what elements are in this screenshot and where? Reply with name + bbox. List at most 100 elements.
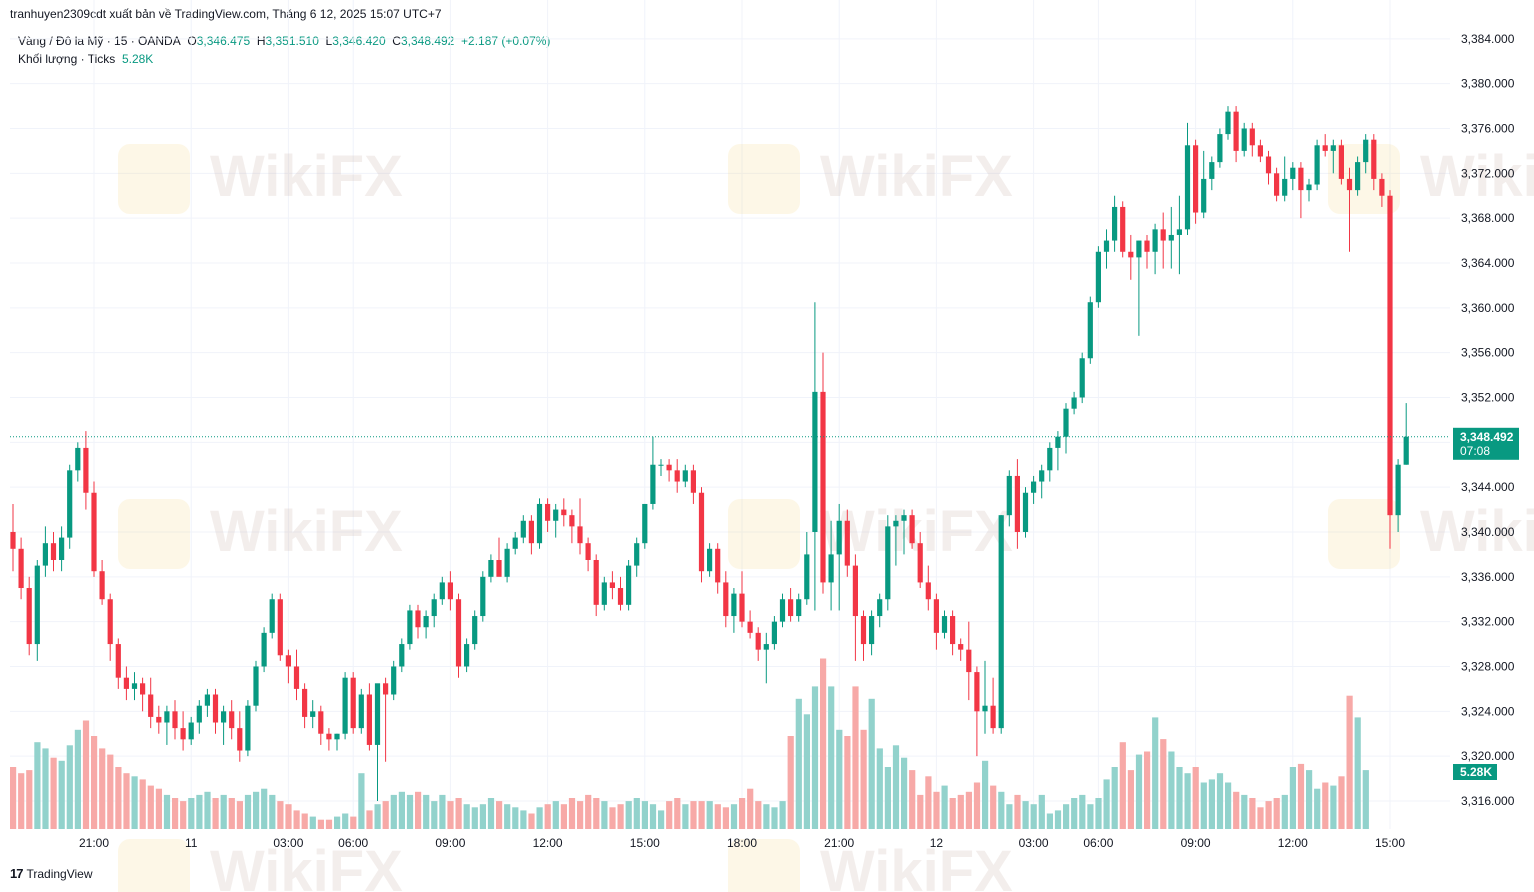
candle-body[interactable] bbox=[148, 694, 154, 717]
candle-body[interactable] bbox=[431, 599, 437, 617]
candle-body[interactable] bbox=[577, 526, 583, 544]
tradingview-logo-icon[interactable]: 17 bbox=[10, 866, 24, 881]
candle-body[interactable] bbox=[528, 520, 534, 544]
candle-body[interactable] bbox=[569, 515, 575, 527]
candle-body[interactable] bbox=[399, 644, 405, 667]
candle-body[interactable] bbox=[1201, 178, 1207, 213]
candle-body[interactable] bbox=[1371, 139, 1377, 179]
candle-body[interactable] bbox=[1168, 234, 1174, 241]
candle-body[interactable] bbox=[1314, 145, 1320, 185]
candle-body[interactable] bbox=[512, 537, 518, 549]
candle-body[interactable] bbox=[26, 588, 32, 645]
candle-body[interactable] bbox=[1014, 475, 1020, 532]
candle-body[interactable] bbox=[1298, 167, 1304, 191]
candle-body[interactable] bbox=[682, 470, 688, 482]
candle-body[interactable] bbox=[67, 470, 73, 538]
symbol-label[interactable]: Vàng / Đô la Mỹ · 15 · OANDA bbox=[18, 34, 181, 48]
candle-body[interactable] bbox=[1120, 206, 1126, 252]
candle-body[interactable] bbox=[553, 509, 559, 521]
candle-body[interactable] bbox=[447, 582, 453, 600]
candle-body[interactable] bbox=[909, 515, 915, 544]
candle-body[interactable] bbox=[1225, 111, 1231, 135]
candle-body[interactable] bbox=[820, 391, 826, 583]
candle-body[interactable] bbox=[439, 582, 445, 600]
candle-body[interactable] bbox=[593, 560, 599, 605]
candle-body[interactable] bbox=[407, 610, 413, 645]
candle-body[interactable] bbox=[1047, 447, 1053, 471]
candle-body[interactable] bbox=[464, 644, 470, 667]
candle-body[interactable] bbox=[277, 599, 283, 656]
candle-body[interactable] bbox=[1136, 240, 1142, 258]
candle-body[interactable] bbox=[666, 464, 672, 471]
candle-body[interactable] bbox=[342, 677, 348, 734]
candle-body[interactable] bbox=[1006, 475, 1012, 516]
candle-body[interactable] bbox=[1209, 162, 1215, 179]
candle-body[interactable] bbox=[1338, 145, 1344, 179]
candle-body[interactable] bbox=[415, 610, 421, 628]
candle-body[interactable] bbox=[212, 694, 219, 723]
candle-body[interactable] bbox=[237, 728, 243, 751]
candle-body[interactable] bbox=[731, 593, 737, 617]
candle-body[interactable] bbox=[642, 503, 648, 544]
candle-body[interactable] bbox=[1095, 251, 1101, 303]
candle-body[interactable] bbox=[869, 616, 875, 645]
candle-body[interactable] bbox=[1055, 436, 1061, 448]
candle-body[interactable] bbox=[1233, 111, 1239, 151]
candle-body[interactable] bbox=[204, 694, 210, 706]
volume-label[interactable]: Khối lượng · Ticks bbox=[18, 52, 116, 66]
candle-body[interactable] bbox=[318, 711, 324, 734]
candle-body[interactable] bbox=[601, 582, 607, 605]
candle-body[interactable] bbox=[950, 616, 956, 645]
candle-body[interactable] bbox=[75, 447, 81, 471]
candle-body[interactable] bbox=[374, 683, 381, 745]
candle-body[interactable] bbox=[156, 716, 162, 723]
candle-body[interactable] bbox=[1184, 145, 1191, 230]
candle-body[interactable] bbox=[1387, 195, 1393, 516]
candle-body[interactable] bbox=[1176, 229, 1182, 235]
candle-body[interactable] bbox=[747, 621, 753, 633]
candle-body[interactable] bbox=[1346, 178, 1353, 191]
candle-body[interactable] bbox=[1379, 178, 1385, 196]
candle-body[interactable] bbox=[188, 722, 194, 740]
candle-body[interactable] bbox=[755, 632, 761, 650]
candle-body[interactable] bbox=[1039, 470, 1045, 482]
candle-body[interactable] bbox=[504, 548, 510, 577]
candle-body[interactable] bbox=[812, 391, 818, 532]
candle-body[interactable] bbox=[34, 565, 40, 645]
candle-body[interactable] bbox=[796, 599, 802, 617]
candle-body[interactable] bbox=[1306, 184, 1312, 191]
candle-body[interactable] bbox=[391, 666, 397, 695]
candle-body[interactable] bbox=[626, 565, 632, 605]
candle-body[interactable] bbox=[852, 565, 858, 617]
candle-body[interactable] bbox=[1152, 229, 1158, 252]
candle-body[interactable] bbox=[974, 672, 980, 712]
candle-body[interactable] bbox=[180, 728, 186, 740]
candle-body[interactable] bbox=[990, 705, 996, 729]
candle-body[interactable] bbox=[1363, 139, 1369, 163]
candle-body[interactable] bbox=[1249, 128, 1255, 146]
candle-body[interactable] bbox=[261, 632, 267, 667]
candle-body[interactable] bbox=[172, 711, 178, 729]
candle-body[interactable] bbox=[545, 503, 551, 521]
candle-body[interactable] bbox=[1395, 464, 1401, 516]
candle-body[interactable] bbox=[917, 543, 923, 583]
candle-body[interactable] bbox=[480, 576, 486, 617]
candle-body[interactable] bbox=[650, 464, 656, 504]
candle-body[interactable] bbox=[609, 582, 615, 589]
candle-body[interactable] bbox=[877, 599, 883, 617]
candle-body[interactable] bbox=[804, 554, 810, 600]
candle-body[interactable] bbox=[164, 711, 170, 723]
candle-body[interactable] bbox=[123, 677, 129, 689]
candle-body[interactable] bbox=[844, 520, 850, 566]
candle-body[interactable] bbox=[536, 503, 543, 544]
candle-body[interactable] bbox=[18, 548, 24, 589]
candle-body[interactable] bbox=[253, 666, 259, 706]
candle-body[interactable] bbox=[1112, 206, 1118, 241]
candle-body[interactable] bbox=[885, 526, 891, 600]
candle-body[interactable] bbox=[658, 464, 664, 466]
candle-body[interactable] bbox=[723, 582, 729, 617]
candle-body[interactable] bbox=[1103, 240, 1110, 252]
candle-body[interactable] bbox=[1160, 229, 1166, 241]
candle-body[interactable] bbox=[933, 599, 939, 633]
